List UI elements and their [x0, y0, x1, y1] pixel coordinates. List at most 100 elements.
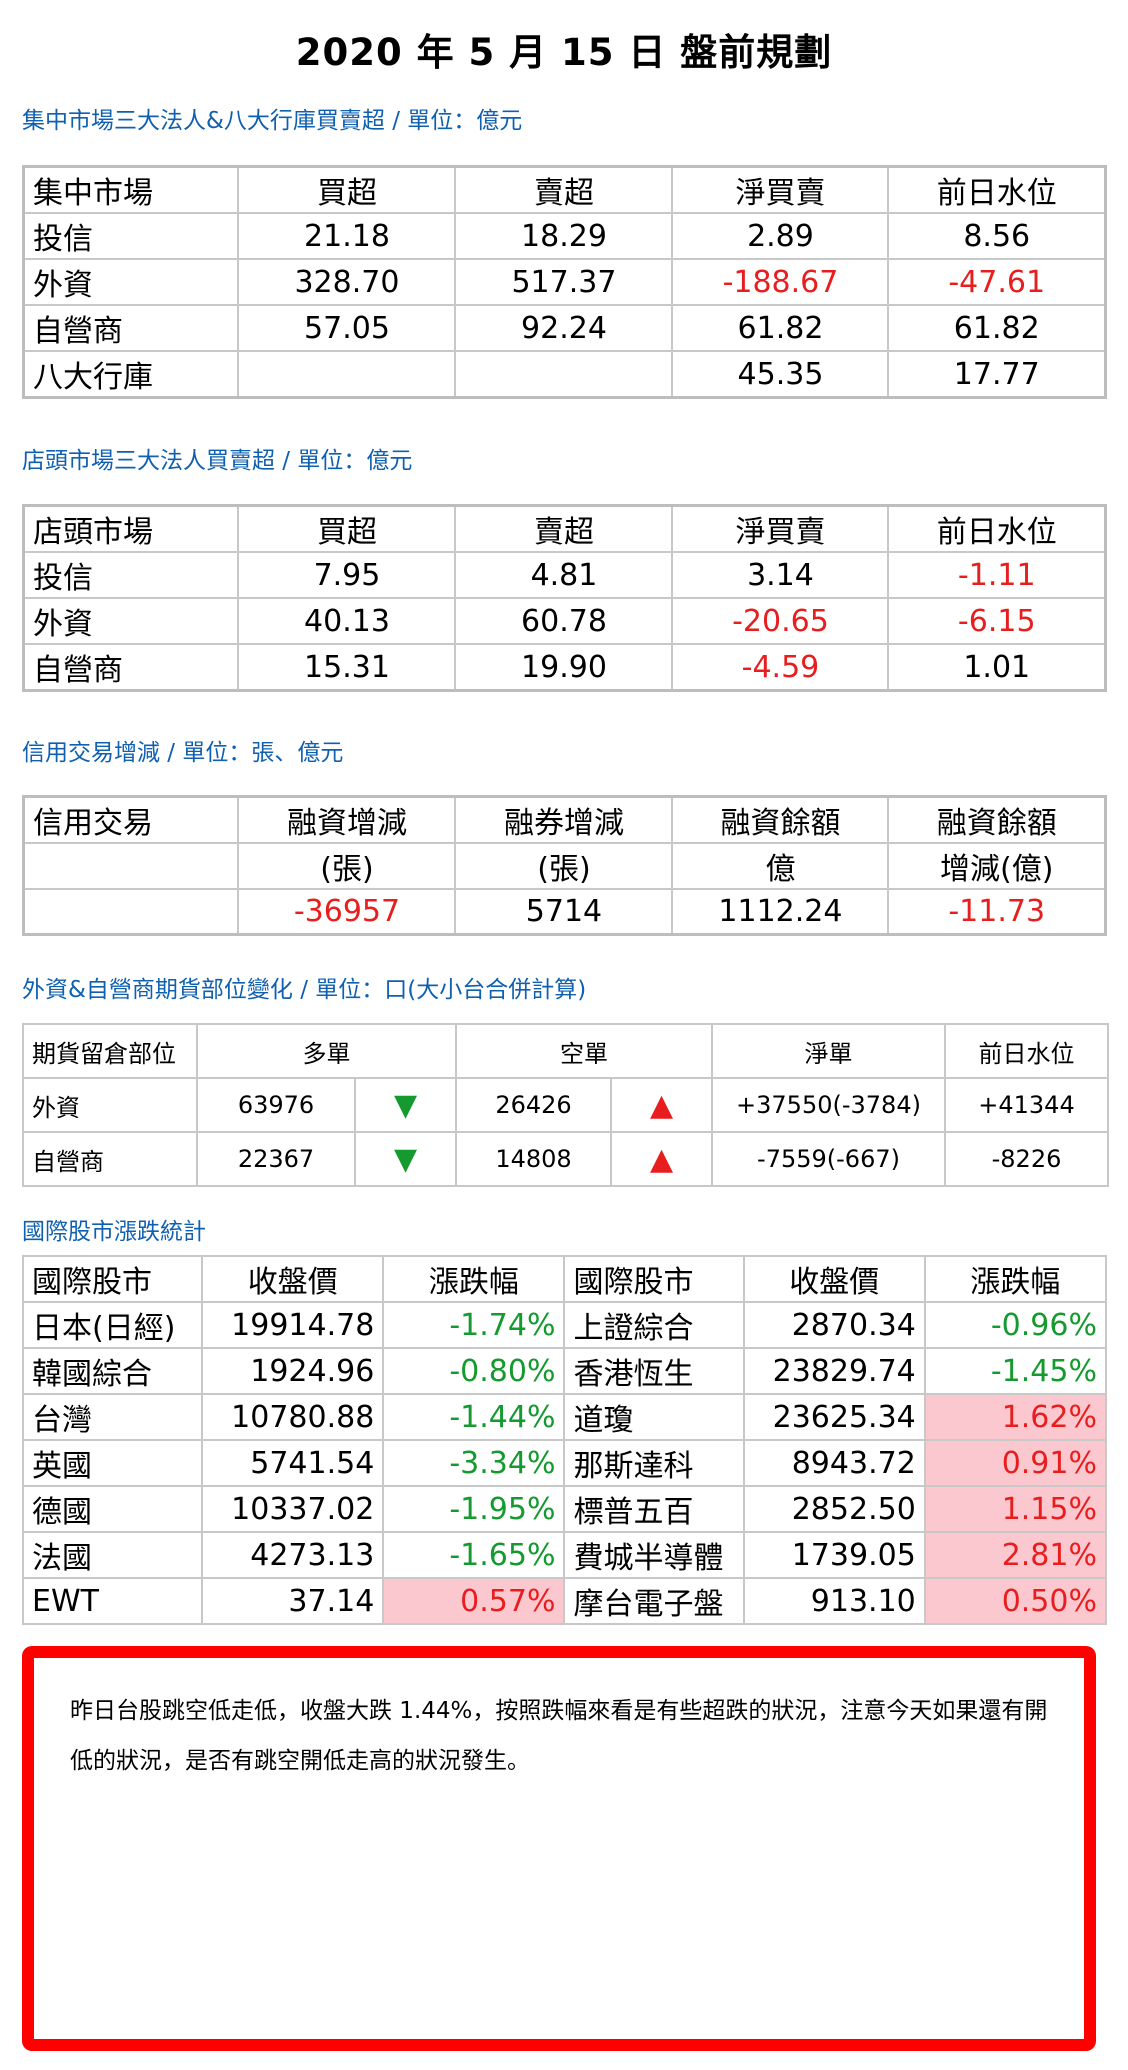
cell-buy: 57.05 — [237, 304, 457, 352]
table-row: 投信 21.18 18.29 2.89 8.56 — [22, 212, 1107, 260]
market-name: 道瓊 — [563, 1393, 745, 1441]
close-price: 2852.50 — [742, 1485, 926, 1533]
down-arrow-icon: ▼ — [393, 1087, 418, 1123]
listed-market-table: 集中市場 買超 賣超 淨買賣 前日水位 投信 21.18 18.29 2.89 … — [22, 165, 1107, 399]
close-price: 19914.78 — [201, 1301, 385, 1349]
header-cell: 前日水位 — [887, 504, 1107, 553]
market-name: 標普五百 — [563, 1485, 745, 1533]
cell-buy: 21.18 — [237, 212, 457, 260]
table-header-row: 店頭市場 買超 賣超 淨買賣 前日水位 — [22, 504, 1107, 553]
section-title-listed: 集中市場三大法人&八大行庫買賣超 / 單位：億元 — [22, 108, 523, 134]
cell-buy: 328.70 — [237, 258, 457, 306]
subheader-cell: (張) — [454, 842, 674, 890]
header-cell: 賣超 — [454, 165, 674, 214]
cell-prev: 1.01 — [887, 643, 1107, 692]
section-title-intl: 國際股市漲跌統計 — [22, 1219, 206, 1245]
table-header-row: 期貨留倉部位 多單 空單 淨單 前日水位 — [22, 1023, 1109, 1079]
table-row: 法國 4273.13 -1.65% 費城半導體 1739.05 2.81% — [21, 1531, 1108, 1579]
header-cell: 買超 — [237, 504, 457, 553]
table-row: 外資 40.13 60.78 -20.65 -6.15 — [22, 597, 1107, 645]
cell-sell: 92.24 — [454, 304, 674, 352]
commentary-box: 昨日台股跳空低走低，收盤大跌 1.44%，按照跌幅來看是有些超跌的狀況，注意今天… — [22, 1646, 1096, 2051]
header-cell: 融資增減 — [237, 795, 457, 844]
table-row: 日本(日經) 19914.78 -1.74% 上證綜合 2870.34 -0.9… — [21, 1301, 1108, 1349]
cell-buy: 40.13 — [237, 597, 457, 645]
header-cell: 淨買賣 — [671, 504, 890, 553]
subheader-cell: 億 — [671, 842, 890, 890]
table-header-row: 信用交易 融資增減 融券增減 融資餘額 融資餘額 — [22, 795, 1107, 844]
table-row: 德國 10337.02 -1.95% 標普五百 2852.50 1.15% — [21, 1485, 1108, 1533]
change-pct: -3.34% — [382, 1439, 566, 1487]
change-pct: 1.62% — [923, 1393, 1108, 1441]
intl-stocks-table: 國際股市 收盤價 漲跌幅 國際股市 收盤價 漲跌幅 日本(日經) 19914.7… — [21, 1255, 1108, 1625]
cell-balance-change: -11.73 — [887, 888, 1107, 936]
change-pct: -1.95% — [382, 1485, 566, 1533]
market-name: 韓國綜合 — [21, 1347, 204, 1395]
commentary-text: 昨日台股跳空低走低，收盤大跌 1.44%，按照跌幅來看是有些超跌的狀況，注意今天… — [70, 1698, 1048, 1774]
table-row: 台灣 10780.88 -1.44% 道瓊 23625.34 1.62% — [21, 1393, 1108, 1441]
cell-prev: -6.15 — [887, 597, 1107, 645]
cell-short: 26426 — [455, 1077, 612, 1133]
table-row: 韓國綜合 1924.96 -0.80% 香港恆生 23829.74 -1.45% — [21, 1347, 1108, 1395]
market-name: EWT — [21, 1577, 204, 1625]
market-name: 法國 — [21, 1531, 204, 1579]
close-price: 2870.34 — [742, 1301, 926, 1349]
cell-net: 2.89 — [671, 212, 890, 260]
market-name: 香港恆生 — [563, 1347, 745, 1395]
row-label: 自營商 — [22, 304, 240, 352]
close-price: 23829.74 — [742, 1347, 926, 1395]
subheader-cell: (張) — [237, 842, 457, 890]
cell-net: -4.59 — [671, 643, 890, 692]
cell-prev: -8226 — [944, 1131, 1109, 1187]
header-cell: 收盤價 — [201, 1255, 385, 1303]
market-name: 英國 — [21, 1439, 204, 1487]
header-cell: 買超 — [237, 165, 457, 214]
row-label — [22, 888, 240, 936]
cell-sell: 60.78 — [454, 597, 674, 645]
up-arrow-icon: ▲ — [649, 1141, 674, 1177]
cell-net: +37550(-3784) — [711, 1077, 946, 1133]
header-cell: 融資餘額 — [887, 795, 1107, 844]
header-cell: 漲跌幅 — [923, 1255, 1108, 1303]
header-cell: 期貨留倉部位 — [22, 1023, 198, 1079]
cell-prev: 61.82 — [887, 304, 1107, 352]
close-price: 4273.13 — [201, 1531, 385, 1579]
cell-buy — [237, 350, 457, 399]
header-cell: 國際股市 — [21, 1255, 204, 1303]
row-label: 外資 — [22, 258, 240, 306]
market-name: 摩台電子盤 — [563, 1577, 745, 1625]
change-pct: 0.50% — [923, 1577, 1108, 1625]
header-cell: 前日水位 — [944, 1023, 1109, 1079]
header-cell: 收盤價 — [742, 1255, 926, 1303]
market-name: 德國 — [21, 1485, 204, 1533]
header-cell: 前日水位 — [887, 165, 1107, 214]
change-pct: 0.57% — [382, 1577, 566, 1625]
subheader-cell — [22, 842, 240, 890]
close-price: 23625.34 — [742, 1393, 926, 1441]
close-price: 10337.02 — [201, 1485, 385, 1533]
table-row: 外資 63976 ▼ 26426 ▲ +37550(-3784) +41344 — [22, 1077, 1109, 1133]
table-row: 自營商 57.05 92.24 61.82 61.82 — [22, 304, 1107, 352]
change-pct: 1.15% — [923, 1485, 1108, 1533]
change-pct: -0.96% — [923, 1301, 1108, 1349]
change-pct: 2.81% — [923, 1531, 1108, 1579]
change-pct: -1.44% — [382, 1393, 566, 1441]
cell-short: 14808 — [455, 1131, 612, 1187]
cell-long: 22367 — [196, 1131, 356, 1187]
close-price: 8943.72 — [742, 1439, 926, 1487]
otc-market-table: 店頭市場 買超 賣超 淨買賣 前日水位 投信 7.95 4.81 3.14 -1… — [22, 504, 1107, 692]
table-header-row: 集中市場 買超 賣超 淨買賣 前日水位 — [22, 165, 1107, 214]
row-label: 八大行庫 — [22, 350, 240, 399]
section-title-margin: 信用交易增減 / 單位：張、億元 — [22, 740, 344, 766]
table-row: 投信 7.95 4.81 3.14 -1.11 — [22, 551, 1107, 599]
table-row: EWT 37.14 0.57% 摩台電子盤 913.10 0.50% — [21, 1577, 1108, 1625]
cell-short-change: 5714 — [454, 888, 674, 936]
cell-net: 61.82 — [671, 304, 890, 352]
header-cell: 漲跌幅 — [382, 1255, 566, 1303]
header-cell: 淨買賣 — [671, 165, 890, 214]
cell-prev: 17.77 — [887, 350, 1107, 399]
cell-prev: +41344 — [944, 1077, 1109, 1133]
section-title-otc: 店頭市場三大法人買賣超 / 單位：億元 — [22, 448, 413, 474]
down-arrow-icon: ▼ — [393, 1141, 418, 1177]
page-title: 2020 年 5 月 15 日 盤前規劃 — [295, 31, 833, 74]
